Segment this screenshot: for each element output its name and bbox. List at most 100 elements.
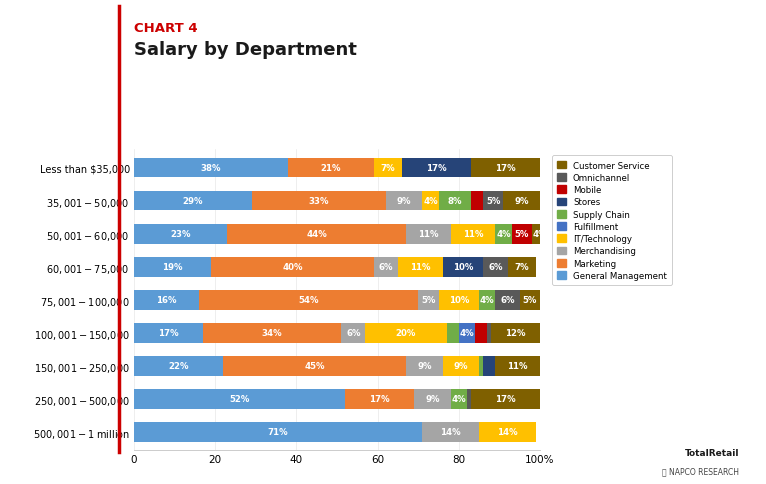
Text: 10%: 10% xyxy=(453,263,473,272)
Bar xyxy=(508,257,536,277)
Text: 9%: 9% xyxy=(425,394,440,404)
Bar xyxy=(459,323,475,343)
Text: 44%: 44% xyxy=(306,229,327,239)
Legend: Customer Service, Omnichannel, Mobile, Stores, Supply Chain, Fulfillment, IT/Tec: Customer Service, Omnichannel, Mobile, S… xyxy=(552,156,672,286)
Bar xyxy=(503,191,540,211)
Bar xyxy=(467,389,471,409)
Text: 6%: 6% xyxy=(488,263,502,272)
Text: 17%: 17% xyxy=(369,394,390,404)
Bar xyxy=(443,257,483,277)
Bar xyxy=(480,422,536,442)
Bar xyxy=(374,257,398,277)
Bar xyxy=(496,290,519,310)
Bar xyxy=(402,158,471,178)
Bar xyxy=(406,224,450,244)
Text: 11%: 11% xyxy=(463,229,483,239)
Bar xyxy=(224,356,406,376)
Text: 4%: 4% xyxy=(423,197,437,206)
Bar xyxy=(134,257,211,277)
Text: 9%: 9% xyxy=(417,362,431,371)
Bar xyxy=(365,323,447,343)
Bar xyxy=(203,323,341,343)
Bar xyxy=(520,290,540,310)
Text: 9%: 9% xyxy=(453,362,468,371)
Text: 6%: 6% xyxy=(346,329,361,337)
Text: 71%: 71% xyxy=(268,427,289,437)
Text: 17%: 17% xyxy=(495,164,516,173)
Bar xyxy=(491,323,540,343)
Bar xyxy=(134,224,228,244)
Bar xyxy=(414,389,450,409)
Bar xyxy=(471,191,483,211)
Bar xyxy=(345,389,414,409)
Bar xyxy=(480,290,496,310)
Bar xyxy=(134,191,252,211)
Text: 6%: 6% xyxy=(378,263,393,272)
Text: 7%: 7% xyxy=(515,263,529,272)
Text: CHART 4: CHART 4 xyxy=(134,22,198,35)
Bar xyxy=(422,191,439,211)
Text: 9%: 9% xyxy=(515,197,529,206)
Text: 6%: 6% xyxy=(500,296,515,304)
Text: Salary by Department: Salary by Department xyxy=(134,41,357,59)
Text: 5%: 5% xyxy=(515,229,529,239)
Text: 8%: 8% xyxy=(447,197,462,206)
Bar xyxy=(439,290,480,310)
Bar xyxy=(134,158,288,178)
Text: 17%: 17% xyxy=(495,394,516,404)
Bar xyxy=(439,191,471,211)
Text: 5%: 5% xyxy=(522,296,537,304)
Text: 12%: 12% xyxy=(506,329,526,337)
Text: 16%: 16% xyxy=(156,296,177,304)
Bar xyxy=(134,356,224,376)
Bar xyxy=(487,323,491,343)
Bar xyxy=(450,224,496,244)
Text: 4%: 4% xyxy=(451,394,466,404)
Bar xyxy=(483,191,503,211)
Bar xyxy=(450,389,467,409)
Text: 45%: 45% xyxy=(304,362,325,371)
Bar xyxy=(252,191,386,211)
Bar xyxy=(443,356,480,376)
Text: 4%: 4% xyxy=(496,229,511,239)
Bar xyxy=(374,158,402,178)
Bar xyxy=(211,257,374,277)
Text: 14%: 14% xyxy=(440,427,461,437)
Text: 10%: 10% xyxy=(449,296,469,304)
Text: 54%: 54% xyxy=(299,296,319,304)
Text: 5%: 5% xyxy=(486,197,500,206)
Text: 11%: 11% xyxy=(418,229,439,239)
Text: ⓞ NAPCO RESEARCH: ⓞ NAPCO RESEARCH xyxy=(662,466,739,475)
Bar xyxy=(422,422,480,442)
Text: 33%: 33% xyxy=(309,197,329,206)
Text: 4%: 4% xyxy=(480,296,495,304)
Text: 5%: 5% xyxy=(421,296,436,304)
Bar xyxy=(447,323,459,343)
Text: 11%: 11% xyxy=(507,362,528,371)
Bar xyxy=(496,356,540,376)
Bar xyxy=(471,158,540,178)
Text: 14%: 14% xyxy=(497,427,518,437)
Text: 17%: 17% xyxy=(159,329,179,337)
Bar xyxy=(134,389,345,409)
Bar xyxy=(418,290,439,310)
Text: 7%: 7% xyxy=(381,164,395,173)
Text: 17%: 17% xyxy=(426,164,447,173)
Text: TotalRetail: TotalRetail xyxy=(685,448,739,457)
Bar xyxy=(134,323,203,343)
Text: 22%: 22% xyxy=(169,362,189,371)
Bar xyxy=(398,257,443,277)
Bar xyxy=(480,356,483,376)
Text: 23%: 23% xyxy=(171,229,191,239)
Bar xyxy=(512,224,532,244)
Text: 34%: 34% xyxy=(262,329,283,337)
Text: 19%: 19% xyxy=(162,263,183,272)
Bar xyxy=(288,158,374,178)
Bar xyxy=(471,389,540,409)
Text: 29%: 29% xyxy=(182,197,203,206)
Bar xyxy=(341,323,365,343)
Bar xyxy=(228,224,406,244)
Text: 4%: 4% xyxy=(460,329,474,337)
Text: 21%: 21% xyxy=(321,164,341,173)
Text: 4%: 4% xyxy=(532,229,548,239)
